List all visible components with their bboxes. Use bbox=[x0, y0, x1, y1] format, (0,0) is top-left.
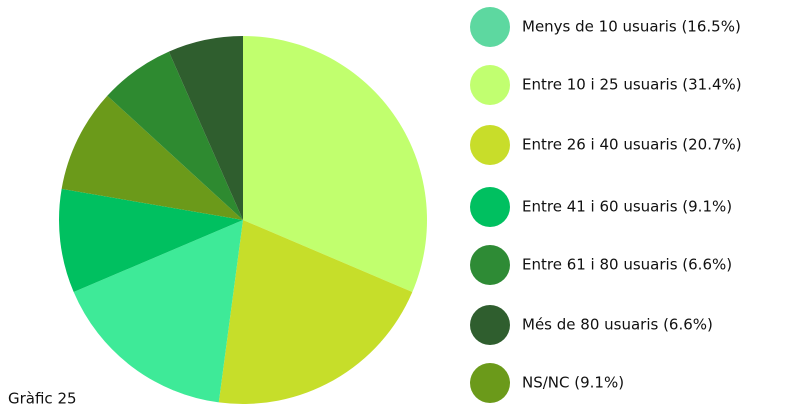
pie-slice bbox=[107, 51, 244, 220]
legend-swatch bbox=[470, 65, 510, 105]
pie-slice bbox=[218, 220, 413, 404]
legend-label: Entre 10 i 25 usuaris (31.4%) bbox=[522, 76, 742, 94]
pie-slice bbox=[73, 220, 243, 403]
pie-slice bbox=[58, 188, 243, 293]
legend-label: Entre 41 i 60 usuaris (9.1%) bbox=[522, 198, 732, 216]
legend-label: Entre 61 i 80 usuaris (6.6%) bbox=[522, 256, 732, 274]
legend-swatch bbox=[470, 245, 510, 285]
legend-label: Menys de 10 usuaris (16.5%) bbox=[522, 18, 741, 36]
legend-label: NS/NC (9.1%) bbox=[522, 374, 624, 392]
legend-swatch bbox=[470, 187, 510, 227]
legend-label: Entre 26 i 40 usuaris (20.7%) bbox=[522, 136, 742, 154]
pie-slice bbox=[168, 36, 243, 220]
caption: Gràfic 25 bbox=[8, 390, 77, 406]
legend-swatch bbox=[470, 7, 510, 47]
pie-slice bbox=[61, 95, 244, 220]
legend-label: Més de 80 usuaris (6.6%) bbox=[522, 316, 713, 334]
legend-swatch bbox=[470, 305, 510, 345]
legend-swatch bbox=[470, 125, 510, 165]
legend-swatch bbox=[470, 363, 510, 403]
pie-slice bbox=[243, 36, 427, 293]
